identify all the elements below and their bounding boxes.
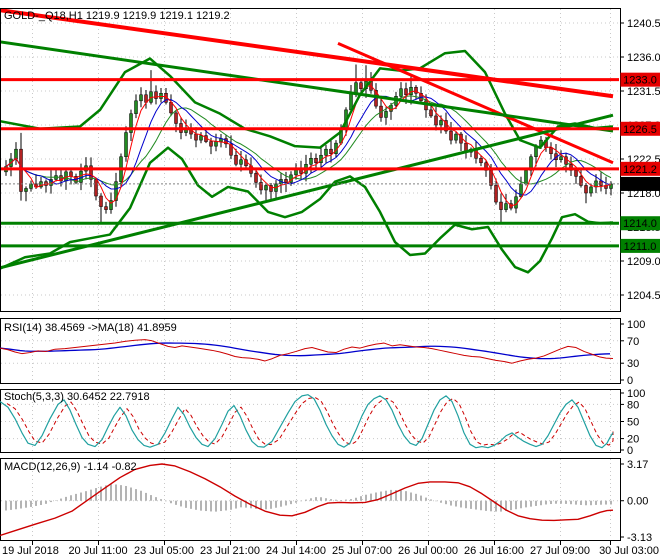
chart-render-root: 1240.51236.01231.51227.01222.51218.01213…: [0, 8, 660, 557]
price-badge-label: 1221.2: [623, 164, 657, 176]
stoch-tick-label: 0: [627, 445, 633, 457]
time-axis: 19 Jul 2018 20 Jul 11:00 23 Jul 05:00 23 Ju…: [2, 541, 659, 557]
price-badge: [620, 176, 660, 191]
stoch-tick-label: 20: [627, 434, 639, 446]
candles: [4, 64, 613, 225]
price-tick-label: 1209.0: [627, 256, 660, 268]
price-badge-label: 1226.5: [623, 124, 657, 136]
macd-tick-label: 3.17: [627, 459, 648, 471]
main-plot: [1, 9, 619, 274]
rsi-series: [0, 339, 614, 364]
stoch-tick-label: 100: [627, 388, 645, 400]
price-badges: 1233.0 1226.5 1221.2 1219.2 1214.0 1211.0: [620, 72, 660, 253]
grid: [1, 9, 619, 539]
rsi-tick-label: 0: [627, 375, 633, 387]
price-tick-label: 1218.0: [627, 188, 660, 200]
time-axis-label: 20 Jul 11:00: [68, 545, 127, 557]
trendlines: [1, 9, 614, 270]
time-axis-label: 30 Jul 03:00: [599, 545, 659, 557]
horizontal-levels: [1, 78, 619, 248]
time-axis-label: 24 Jul 14:00: [266, 545, 326, 557]
price-tick-label: 1204.5: [627, 290, 660, 302]
rsi-indicator-label: RSI(14) 38.4569 ->MA(18) 41.8959: [4, 322, 177, 334]
time-axis-label: 26 Jul 00:00: [398, 545, 458, 557]
macd-tick-label: 0.00: [627, 496, 648, 508]
stoch-tick-label: 50: [627, 417, 639, 429]
price-badge: [620, 72, 660, 87]
stoch-indicator-label: Stoch(5,3,3) 30.6452 22.7918: [4, 391, 150, 403]
price-tick-label: 1236.0: [627, 52, 660, 64]
chart-title: GOLD-_Q18,H1 1219.9 1219.9 1219.1 1219.2: [4, 10, 230, 22]
time-axis-label: 27 Jul 09:00: [530, 545, 590, 557]
time-axis-label: 23 Jul 05:00: [134, 545, 194, 557]
price-badge: [620, 121, 660, 136]
time-axis-label: 23 Jul 21:00: [200, 545, 260, 557]
macd-tick-label: -3.13: [627, 532, 652, 544]
price-badge: [620, 161, 660, 176]
stoch-series: [0, 394, 614, 449]
price-badge-label: 1233.0: [623, 75, 657, 87]
price-badge-label: 1219.2: [623, 179, 657, 191]
macd-indicator-label: MACD(12,26,9) -1.14 -0.82: [4, 461, 137, 473]
price-tick-label: 1231.5: [627, 86, 660, 98]
rsi-tick-label: 70: [627, 336, 639, 348]
stoch-tick-label: 80: [627, 399, 639, 411]
price-tick-label: 1240.5: [627, 18, 660, 30]
time-axis-label: 25 Jul 07:00: [332, 545, 392, 557]
price-badge: [620, 216, 660, 231]
price-badge-label: 1211.0: [624, 241, 657, 253]
rsi-tick-label: 30: [627, 358, 639, 370]
price-badge-label: 1214.0: [623, 218, 657, 230]
time-axis-label: 26 Jul 16:00: [464, 545, 524, 557]
bollinger-bands: [1, 49, 614, 274]
rsi-tick-label: 100: [627, 319, 645, 331]
price-badge: [620, 238, 660, 253]
price-axis: 1240.51236.01231.51227.01222.51218.01213…: [620, 18, 660, 544]
time-axis-label: 19 Jul 2018: [2, 545, 59, 557]
macd-series: [0, 463, 614, 537]
